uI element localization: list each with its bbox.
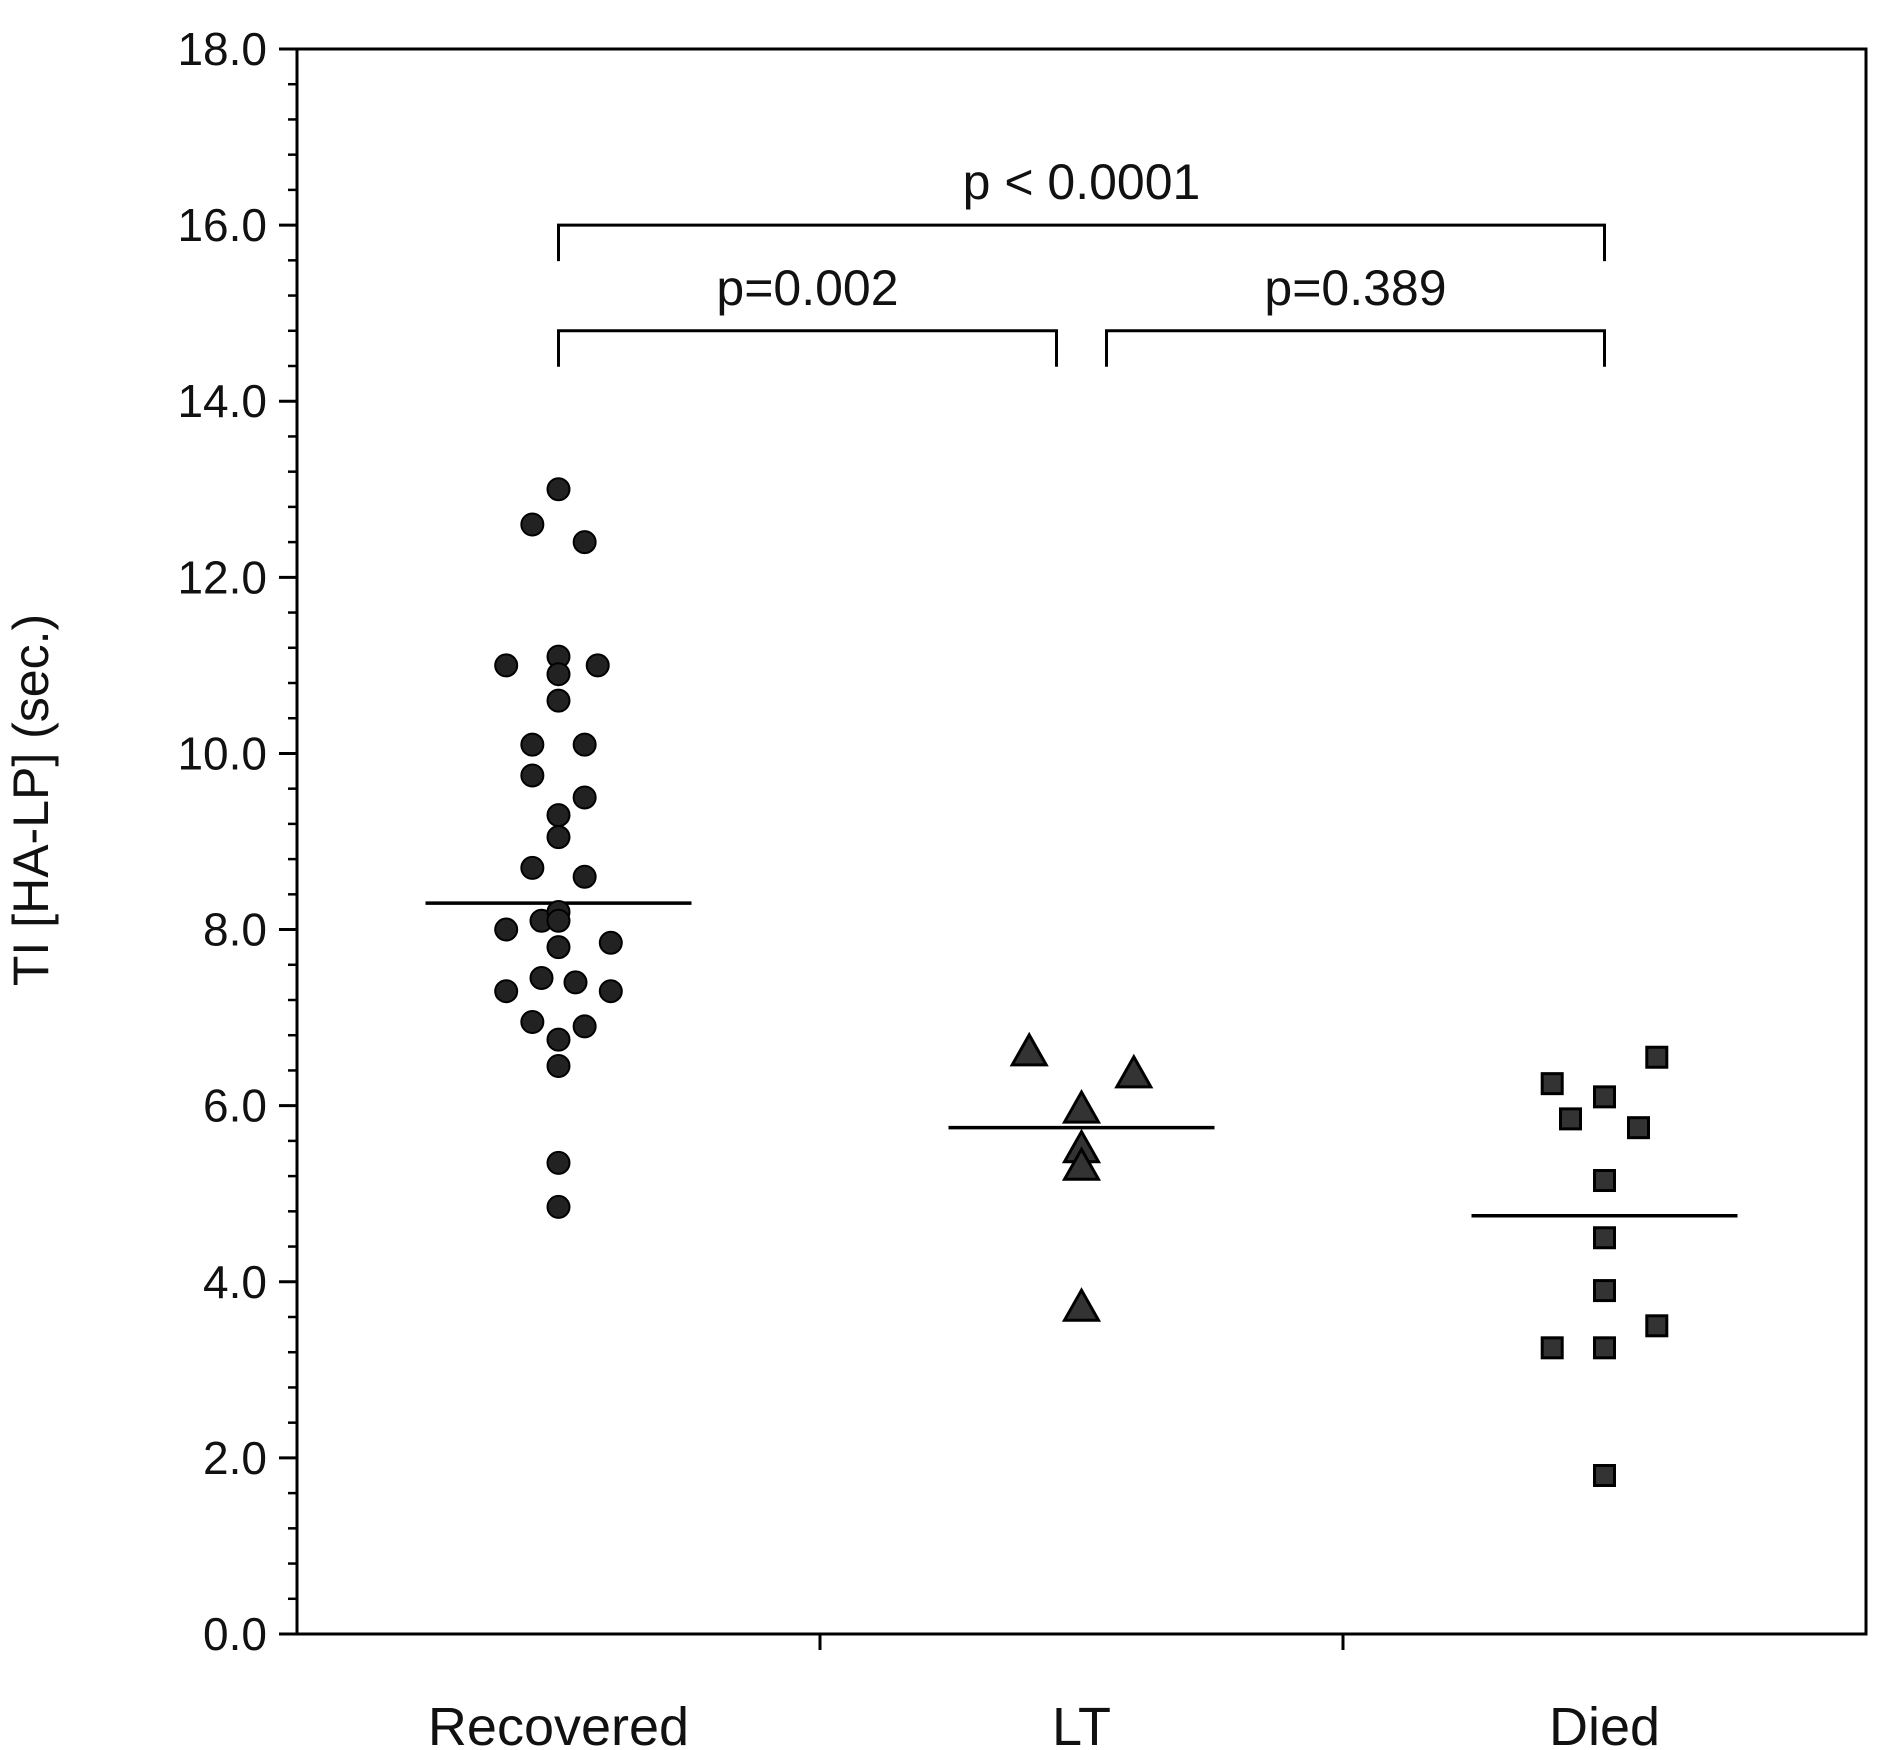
circle-point (494, 653, 519, 678)
y-tick-label: 8.0 (203, 904, 267, 956)
triangle-point (1061, 1287, 1102, 1322)
p-value-label: p=0.002 (716, 260, 898, 316)
circle-point (546, 688, 571, 713)
p-value-label: p < 0.0001 (963, 154, 1201, 210)
square-point (1540, 1336, 1564, 1360)
circle-point (572, 732, 597, 757)
circle-point (546, 1150, 571, 1175)
y-tick-label: 18.0 (177, 23, 267, 75)
circle-point (572, 1014, 597, 1039)
square-point (1593, 1279, 1616, 1303)
square-point (1645, 1045, 1669, 1069)
y-tick-label: 2.0 (203, 1432, 267, 1484)
circle-point (546, 1194, 571, 1219)
triangle-point (1114, 1053, 1154, 1089)
circle-point (598, 930, 623, 955)
y-tick-label: 16.0 (177, 199, 267, 251)
significance-brackets: p < 0.0001 p=0.002 p=0.389 (557, 154, 1606, 367)
y-axis-ticks: 0.0 2.0 4.0 6.0 8.0 10.0 12.0 14.0 16.0 18.0 (177, 23, 297, 1660)
square-point (1540, 1072, 1564, 1096)
plot-border (295, 47, 1868, 1636)
circle-point (546, 662, 571, 687)
circle-point (520, 763, 545, 788)
circle-point (494, 917, 519, 942)
circle-point (520, 855, 545, 880)
x-category-label: Died (1549, 1697, 1660, 1750)
triangle-point (1061, 1089, 1102, 1124)
circle-point (546, 935, 571, 960)
data-points (494, 477, 1669, 1487)
x-category-label: Recovered (428, 1697, 689, 1750)
y-tick-label: 12.0 (177, 551, 267, 603)
x-category-label: LT (1052, 1697, 1111, 1750)
significance-bracket (557, 223, 1606, 262)
x-axis-ticks: Recovered LT Died (428, 1634, 1660, 1750)
circle-point (546, 803, 571, 828)
circle-point (546, 477, 571, 502)
circle-point (598, 979, 623, 1004)
circle-point (529, 965, 554, 990)
circle-point (520, 1010, 545, 1035)
square-point (1593, 1085, 1616, 1109)
square-point (1626, 1116, 1650, 1140)
square-point (1559, 1107, 1583, 1131)
plot-frame (295, 47, 1868, 1636)
circle-point (563, 970, 588, 995)
square-point (1593, 1336, 1616, 1360)
circle-point (585, 653, 610, 678)
circle-point (546, 908, 571, 933)
square-point (1593, 1169, 1616, 1193)
circle-point (546, 1054, 571, 1079)
significance-bracket (557, 329, 1058, 367)
circle-point (572, 530, 597, 555)
triangle-point (1009, 1031, 1049, 1067)
circle-point (572, 785, 597, 810)
p-value-label: p=0.389 (1264, 260, 1446, 316)
circle-point (546, 1027, 571, 1052)
circle-point (520, 732, 545, 757)
square-point (1593, 1226, 1616, 1250)
y-tick-label: 0.0 (203, 1608, 267, 1660)
y-axis-title: TI [HA-LP] (sec.) (3, 614, 59, 986)
circle-point (520, 512, 545, 537)
significance-bracket (1105, 329, 1606, 367)
circle-point (494, 979, 519, 1004)
circle-point (546, 825, 571, 850)
square-point (1645, 1314, 1669, 1338)
y-tick-label: 4.0 (203, 1256, 267, 1308)
triangle-point (1061, 1146, 1102, 1181)
square-point (1593, 1464, 1616, 1487)
y-tick-label: 6.0 (203, 1080, 267, 1132)
circle-point (572, 864, 597, 889)
y-tick-label: 10.0 (177, 727, 267, 779)
y-tick-label: 14.0 (177, 375, 267, 427)
